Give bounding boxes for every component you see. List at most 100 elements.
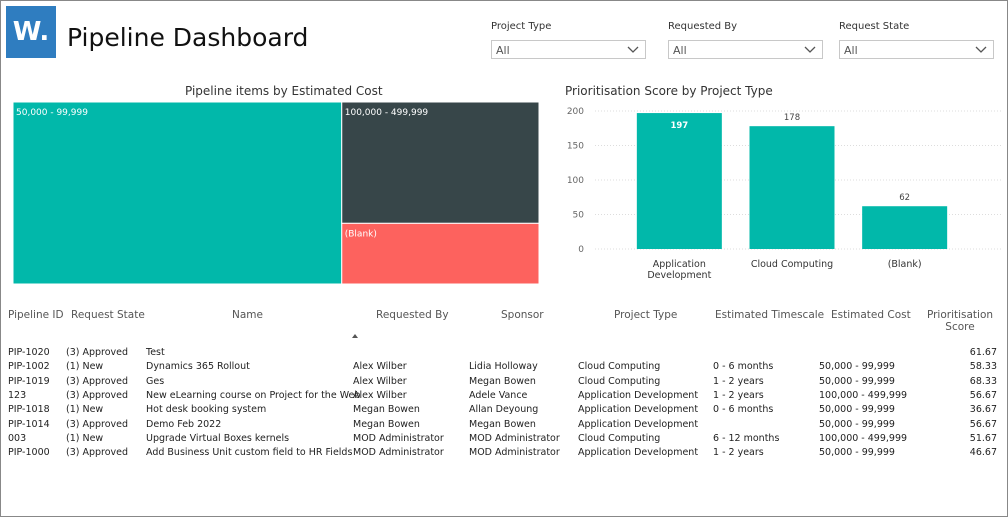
table-cell: Hot desk booking system xyxy=(146,404,267,416)
table-cell: (3) Approved xyxy=(66,375,129,387)
bar xyxy=(636,113,722,249)
table-cell: (3) Approved xyxy=(66,447,129,459)
filter-dropdown[interactable]: All xyxy=(491,40,646,59)
column-header: Prioritisation Score xyxy=(926,309,994,333)
x-tick-label: Application Development xyxy=(647,259,712,281)
filter-label: Requested By xyxy=(668,21,738,32)
treemap-tile xyxy=(341,222,540,285)
table-cell: Ges xyxy=(146,375,165,387)
table-cell: 51.67 xyxy=(969,432,997,444)
logo: W. xyxy=(6,6,56,58)
x-tick-label: Cloud Computing xyxy=(750,259,834,270)
table-cell: Demo Feb 2022 xyxy=(146,418,222,430)
table-cell: 1 - 2 years xyxy=(713,447,764,459)
table-cell: Application Development xyxy=(578,404,699,416)
tile-label: 100,000 - 499,999 xyxy=(345,108,429,118)
table-cell: Megan Bowen xyxy=(353,418,420,430)
filter-label: Request State xyxy=(839,21,910,32)
filter-value: All xyxy=(496,44,510,57)
table-cell: 0 - 6 months xyxy=(713,361,774,373)
tile-label: 50,000 - 99,999 xyxy=(16,108,88,118)
chevron xyxy=(804,46,816,53)
column-header: Estimated Timescale xyxy=(715,309,825,321)
table-cell: Megan Bowen xyxy=(469,418,536,430)
table-cell: 1 - 2 years xyxy=(713,389,764,401)
table-cell: Lidia Holloway xyxy=(469,361,538,373)
filter-value: All xyxy=(673,44,687,57)
table-cell: Add Business Unit custom field to HR Fie… xyxy=(146,447,353,459)
table-cell: 50,000 - 99,999 xyxy=(819,418,895,430)
data-label: 178 xyxy=(784,113,800,123)
page-title: Pipeline Dashboard xyxy=(67,23,309,52)
table-cell: 100,000 - 499,999 xyxy=(819,389,908,401)
table-cell: Cloud Computing xyxy=(578,432,661,444)
table-cell: MOD Administrator xyxy=(469,447,560,459)
table-cell: 68.33 xyxy=(969,375,997,387)
table-cell: 56.67 xyxy=(969,389,997,401)
table-cell: Alex Wilber xyxy=(353,361,407,373)
column-header: Sponsor xyxy=(501,309,544,321)
x-tick-label: (Blank) xyxy=(887,259,922,270)
table-cell: 61.67 xyxy=(969,347,997,358)
table-cell: PIP-1020 xyxy=(8,347,50,358)
table-cell: Megan Bowen xyxy=(469,375,536,387)
y-tick-label: 50 xyxy=(573,211,585,221)
table-cell: (3) Approved xyxy=(66,418,129,430)
table-cell: 0 - 6 months xyxy=(713,404,774,416)
sort-indicator xyxy=(352,334,358,338)
table-cell: 100,000 - 499,999 xyxy=(819,432,908,444)
filter-dropdown[interactable]: All xyxy=(839,40,994,59)
table-cell: Allan Deyoung xyxy=(469,404,539,416)
filter-label: Project Type xyxy=(491,21,552,32)
column-header: Name xyxy=(232,309,263,321)
table-cell: PIP-1002 xyxy=(8,361,50,373)
table-cell: Application Development xyxy=(578,418,699,430)
table-cell: Megan Bowen xyxy=(353,404,420,416)
table-cell: MOD Administrator xyxy=(353,432,444,444)
table-cell: 50,000 - 99,999 xyxy=(819,404,895,416)
table-cell: MOD Administrator xyxy=(469,432,560,444)
table-cell: 50,000 - 99,999 xyxy=(819,361,895,373)
table-cell: 58.33 xyxy=(969,361,997,373)
charts: 50,000 - 99,999 100,000 - 499,999 (Blank) 0… xyxy=(12,101,1001,285)
table-cell: 50,000 - 99,999 xyxy=(819,447,895,459)
table-cell: (3) Approved xyxy=(66,347,129,358)
table-cell: Alex Wilber xyxy=(353,375,407,387)
y-tick-label: 0 xyxy=(578,245,584,255)
table-cell: Cloud Computing xyxy=(578,361,661,373)
table-cell: PIP-1019 xyxy=(8,375,50,387)
data-label: 62 xyxy=(899,193,910,203)
table-cell: PIP-1000 xyxy=(8,447,50,459)
table-cell: Application Development xyxy=(578,389,699,401)
table-cell: Adele Vance xyxy=(469,389,528,401)
table-cell: 36.67 xyxy=(969,404,997,416)
y-tick-label: 150 xyxy=(567,142,584,152)
treemap-tile xyxy=(12,101,343,285)
table-cell: (3) Approved xyxy=(66,389,129,401)
column-header: Estimated Cost xyxy=(831,309,911,321)
table-cell: 1 - 2 years xyxy=(713,375,764,387)
filter-dropdown[interactable]: All xyxy=(668,40,823,59)
y-tick-label: 200 xyxy=(567,107,584,117)
chevron xyxy=(975,46,987,53)
table-cell: PIP-1014 xyxy=(8,418,50,430)
table-cell: 56.67 xyxy=(969,418,997,430)
table-cell: Application Development xyxy=(578,447,699,459)
tile-label: (Blank) xyxy=(345,229,377,239)
table-cell: PIP-1018 xyxy=(8,404,50,416)
column-header: Request State xyxy=(71,309,145,321)
table-cell: 6 - 12 months xyxy=(713,432,780,444)
column-header: Project Type xyxy=(614,309,678,321)
column-header: Pipeline ID xyxy=(8,309,64,321)
table-cell: (1) New xyxy=(66,432,104,444)
table-cell: (1) New xyxy=(66,404,104,416)
table-cell: 46.67 xyxy=(969,447,997,459)
table-cell: 50,000 - 99,999 xyxy=(819,375,895,387)
table-cell: Test xyxy=(146,347,165,358)
table-cell: 003 xyxy=(8,432,27,444)
chart-title: Pipeline items by Estimated Cost xyxy=(185,84,383,98)
chevron xyxy=(627,46,639,53)
table-cell: 123 xyxy=(8,389,27,401)
bar xyxy=(749,126,835,249)
